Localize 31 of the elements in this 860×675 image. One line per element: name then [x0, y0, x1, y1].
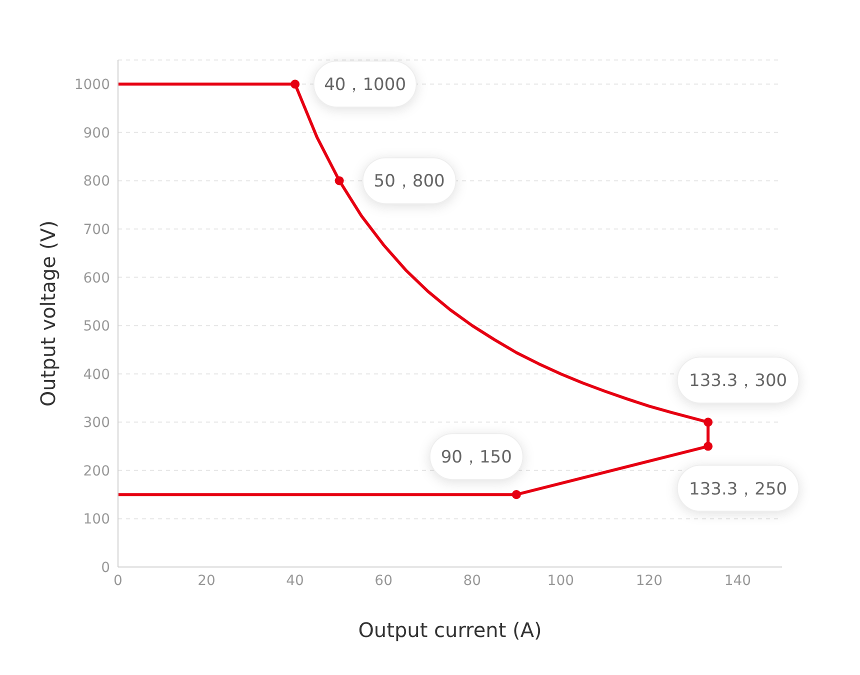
y-tick-label: 800 — [83, 174, 110, 190]
annotation: 50，800 — [374, 172, 445, 192]
y-tick-label: 500 — [83, 318, 110, 335]
y-tick-label: 100 — [83, 512, 110, 528]
x-axis-title: Output current (A) — [358, 618, 542, 642]
y-axis-title: Output voltage (V) — [36, 220, 60, 407]
x-tick-label: 20 — [198, 572, 216, 589]
point — [704, 418, 713, 427]
x-tick-label: 0 — [114, 572, 122, 589]
y-tick-label: 300 — [83, 415, 110, 432]
annotation: 40，1000 — [324, 75, 406, 96]
y-tick-label: 400 — [83, 366, 110, 383]
x-tick-label: 80 — [463, 572, 482, 589]
x-tick-label: 60 — [374, 572, 393, 589]
x-tick-label: 140 — [724, 572, 752, 589]
annotation: 133.3，300 — [689, 371, 788, 392]
x-tick-label: 120 — [636, 572, 663, 589]
y-tick-label: 700 — [83, 222, 110, 238]
y-tick-label: 600 — [83, 270, 110, 286]
point — [290, 80, 300, 89]
y-tick-label: 200 — [83, 463, 110, 480]
annotation: 133.3，250 — [689, 479, 788, 500]
x-tick-label: 40 — [286, 572, 304, 589]
y-tick-label: 1000 — [74, 77, 110, 94]
point — [334, 176, 344, 186]
y-tick-label: 900 — [83, 125, 110, 142]
point — [512, 490, 521, 500]
annotation: 90，150 — [440, 448, 512, 468]
y-tick-label: 0 — [101, 560, 110, 576]
point — [704, 442, 713, 451]
x-tick-label: 100 — [547, 572, 574, 589]
